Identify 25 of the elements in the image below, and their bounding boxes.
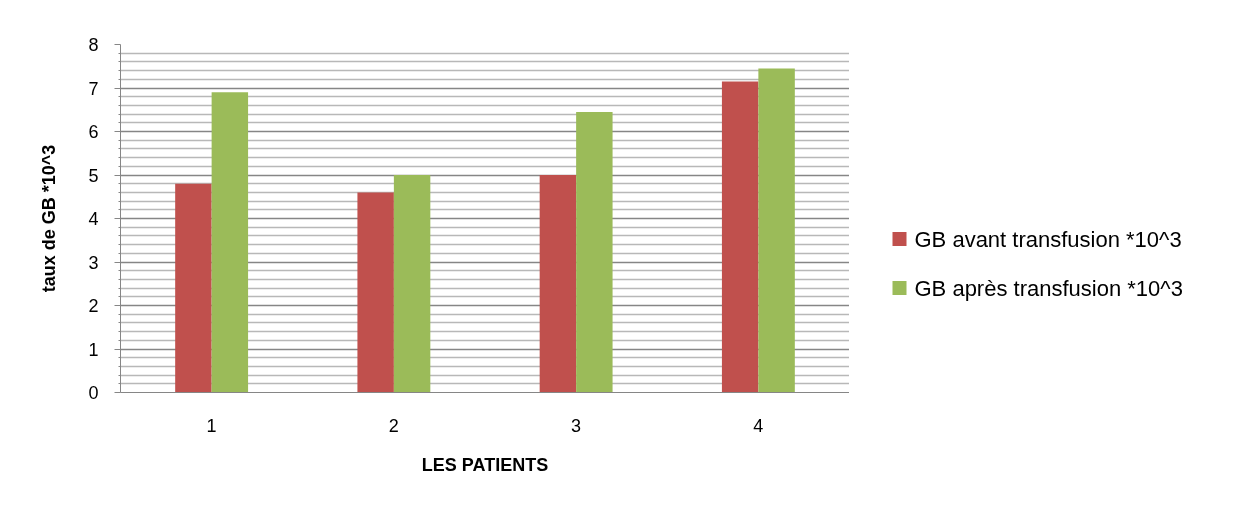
y-axis-title: taux de GB *10^3 [39,144,60,293]
y-tick-label: 4 [88,209,99,229]
y-tick-label: 6 [88,122,99,142]
bar [758,68,795,393]
y-tick-label: 7 [88,78,99,99]
x-tick-label: 3 [571,415,582,436]
legend-label: GB après transfusion *10^3 [914,275,1183,301]
legend-label: GB avant transfusion *10^3 [914,226,1182,252]
bar [175,183,212,393]
bar [393,175,431,393]
bar [576,111,613,393]
x-tick-label: 1 [206,415,217,436]
bar [721,81,759,393]
x-tick-label: 2 [388,415,399,436]
y-tick-label: 8 [88,35,99,55]
x-axis-title: LES PATIENTS [421,454,549,475]
y-tick-label: 3 [88,252,99,273]
y-tick-label: 0 [88,383,99,403]
y-tick-label: 2 [88,296,99,316]
y-tick-label: 1 [88,339,99,360]
bar [539,175,577,393]
bar [357,192,394,393]
x-tick-label: 4 [753,415,764,436]
bar [211,92,249,393]
y-tick-label: 5 [88,165,99,186]
